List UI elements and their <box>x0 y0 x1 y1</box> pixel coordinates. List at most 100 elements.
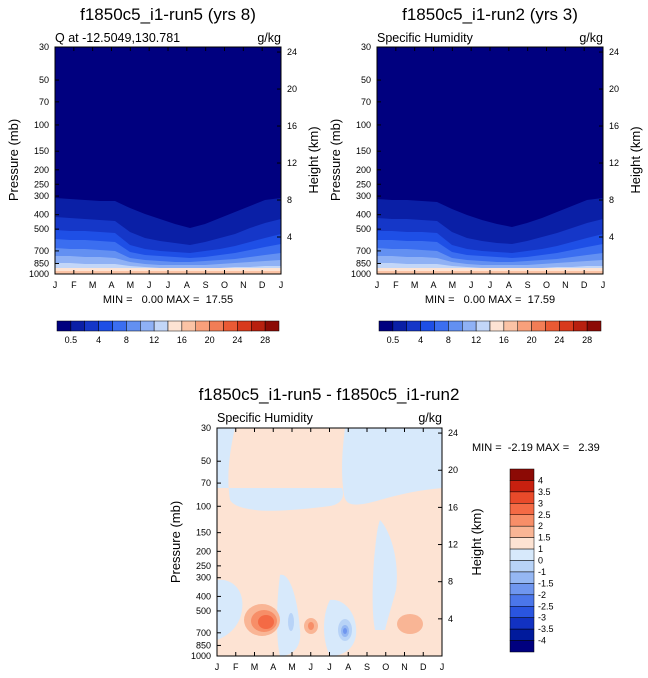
panel-run2-x-tick-label: J <box>488 280 493 290</box>
panel-diff-y-tick-label: 250 <box>196 561 211 571</box>
panel-run5-y-tick-label: 150 <box>34 146 49 156</box>
panel-run5-subtitle-left: Q at -12.5049,130.781 <box>55 31 180 45</box>
panel-run5-y-right-tick-label: 20 <box>287 84 297 94</box>
panel-run5-x-tick-label: F <box>71 280 77 290</box>
panel-run5-x-tick-label: M <box>89 280 97 290</box>
panel-run5-y-right-tick-label: 16 <box>287 121 297 131</box>
panel-run5-colorbar-box <box>153 320 169 332</box>
panel-diff-colorbar-label: 4 <box>538 475 543 485</box>
panel-run2-y-tick-label: 50 <box>361 75 371 85</box>
panel-diff-colorbar-label: 0 <box>538 556 543 566</box>
panel-run5-colorbar-box <box>56 320 72 332</box>
panel-diff-colorbar-box <box>509 468 535 481</box>
panel-diff-contour-3 <box>258 615 274 629</box>
panel-run5-colorbar-label: 28 <box>260 335 270 345</box>
panel-run2-x-tick-label: N <box>562 280 569 290</box>
panel-run5-colorbar-box <box>181 320 196 332</box>
panel-run5-colorbar-label: 20 <box>205 335 215 345</box>
panel-run5-colorbar-box <box>209 320 224 332</box>
panel-run5-colorbar-box <box>70 320 85 332</box>
panel-diff-plot <box>217 428 442 656</box>
panel-run2-y-tick-label: 250 <box>356 179 371 189</box>
panel-run5-colorbar-box <box>223 320 238 332</box>
panel-diff-y-tick-label: 30 <box>201 423 211 433</box>
panel-run5-stats: MIN = 0.00 MAX = 17.55 <box>103 294 233 306</box>
panel-run2-colorbar-box <box>406 320 421 332</box>
panel-run2-x-tick-label: J <box>601 280 606 290</box>
panel-diff-colorbar-box <box>509 537 535 550</box>
panel-diff-x-tick-label: A <box>345 662 351 672</box>
panel-run2-colorbar-box <box>503 320 518 332</box>
panel-diff-x-tick-label: M <box>288 662 296 672</box>
panel-run2-subtitle-left: Specific Humidity <box>377 31 474 45</box>
panel-run2-colorbar-box <box>517 320 532 332</box>
panel-diff-y-tick-label: 850 <box>196 640 211 650</box>
panel-run2-y-right-tick-label: 8 <box>609 195 614 205</box>
panel-diff-colorbar-label: -3 <box>538 613 546 623</box>
panel-run2-y-right-tick-label: 12 <box>609 158 619 168</box>
panel-run5-x-tick-label: D <box>259 280 266 290</box>
panel-run5-y-axis-right: 24 20 16 12 8 4 <box>277 47 297 242</box>
panel-diff-colorbar-box <box>509 491 535 504</box>
panel-run2-x-tick-label: J <box>469 280 474 290</box>
panel-diff-y-right-tick-label: 24 <box>448 428 458 438</box>
panel-run2-colorbar-box <box>475 320 491 332</box>
panel-diff-x-tick-label: J <box>327 662 332 672</box>
panel-diff-contour-7 <box>288 613 294 631</box>
panel-diff-ylabel: Pressure (mb) <box>168 501 183 583</box>
panel-run2-title: f1850c5_i1-run2 (yrs 3) <box>402 5 578 24</box>
panel-run2-colorbar-label: 24 <box>554 335 564 345</box>
panel-run5-y-tick-label: 300 <box>34 191 49 201</box>
panel-run2-stats: MIN = 0.00 MAX = 17.59 <box>425 294 555 306</box>
panel-run2-y-tick-label: 700 <box>356 246 371 256</box>
panel-run2-colorbar-box <box>448 320 463 332</box>
panel-run5-y-tick-label: 850 <box>34 258 49 268</box>
panel-diff-colorbar-box <box>509 583 535 596</box>
panel-run5-y-tick-label: 1000 <box>29 269 49 279</box>
panel-diff-y-right-tick-label: 12 <box>448 540 458 550</box>
panel-run5-y-tick-label: 50 <box>39 75 49 85</box>
panel-run5-colorbar-box <box>112 320 127 332</box>
panel-diff-colorbar-box <box>509 571 535 584</box>
panel-run2-colorbar-box <box>434 320 449 332</box>
panel-run2-colorbar-label: 8 <box>446 335 451 345</box>
panel-diff-y-tick-label: 50 <box>201 456 211 466</box>
panel-diff-y-tick-label: 70 <box>201 478 211 488</box>
panel-run2-colorbar-label: 28 <box>582 335 592 345</box>
panel-diff-x-tick-label: D <box>420 662 427 672</box>
panel-run2-y-tick-label: 150 <box>356 146 371 156</box>
panel-run5-y-right-tick-label: 4 <box>287 232 292 242</box>
panel-run2-y-right-tick-label: 24 <box>609 47 619 57</box>
panel-run2-ylabel-right: Height (km) <box>628 126 643 193</box>
panel-run2-colorbar-label: 16 <box>499 335 509 345</box>
panel-diff-x-tick-label: N <box>401 662 408 672</box>
panel-run5-y-tick-label: 70 <box>39 97 49 107</box>
panel-diff-colorbar-label: -3.5 <box>538 624 554 634</box>
panel-run5-ylabel: Pressure (mb) <box>6 119 21 201</box>
panel-run5-y-right-tick-label: 12 <box>287 158 297 168</box>
panel-run5-x-tick-label: J <box>147 280 152 290</box>
panel-diff-y-tick-label: 500 <box>196 606 211 616</box>
panel-diff-colorbar-label: 1 <box>538 544 543 554</box>
panel-diff-x-tick-label: J <box>215 662 220 672</box>
panel-run2-x-tick-label: F <box>393 280 399 290</box>
panel-diff-colorbar-box <box>509 548 535 561</box>
panel-diff-y-tick-label: 700 <box>196 628 211 638</box>
panel-run5-colorbar-box <box>126 320 141 332</box>
panel-diff-colorbar: 4 3.53 2.52 1.51 0-1-1.5 -2-2.5 -3-3.5 -4 <box>509 468 554 653</box>
panel-run5-y-tick-label: 400 <box>34 210 49 220</box>
panel-diff-subtitle-right: g/kg <box>418 411 442 425</box>
panel-run5-title: f1850c5_i1-run5 (yrs 8) <box>80 5 256 24</box>
panel-run5-x-tick-label: A <box>184 280 190 290</box>
panel-run5-colorbar-box <box>167 320 183 332</box>
panel-run5-y-right-tick-label: 24 <box>287 47 297 57</box>
panel-run2-y-tick-label: 500 <box>356 224 371 234</box>
panel-diff-x-tick-label: M <box>251 662 259 672</box>
panel-run2-x-tick-label: O <box>543 280 550 290</box>
panel-run5-x-tick-label: J <box>166 280 171 290</box>
panel-diff-y-tick-label: 1000 <box>191 651 211 661</box>
